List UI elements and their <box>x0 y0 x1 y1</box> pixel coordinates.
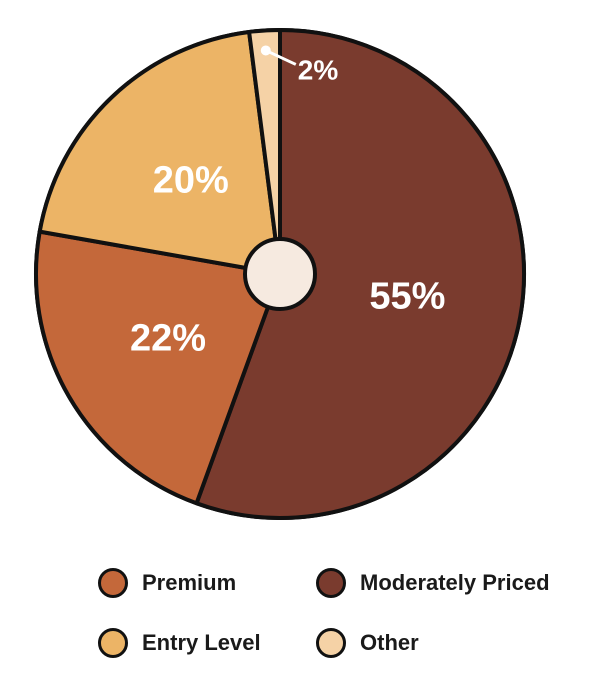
data-label-entry-level: 20% <box>153 159 229 201</box>
pie-center-hole <box>243 237 317 311</box>
leader-line-other <box>265 49 297 66</box>
data-label-premium: 22% <box>130 318 206 360</box>
pie-slice-entry-level <box>37 29 282 276</box>
pie-slice-other <box>247 28 282 276</box>
pie-slice-premium <box>34 229 282 506</box>
leader-dot-other <box>260 45 271 56</box>
data-label-other: 2% <box>298 54 339 85</box>
pie-slice-moderately-priced <box>194 28 526 520</box>
data-label-moderately-priced: 55% <box>369 275 445 317</box>
